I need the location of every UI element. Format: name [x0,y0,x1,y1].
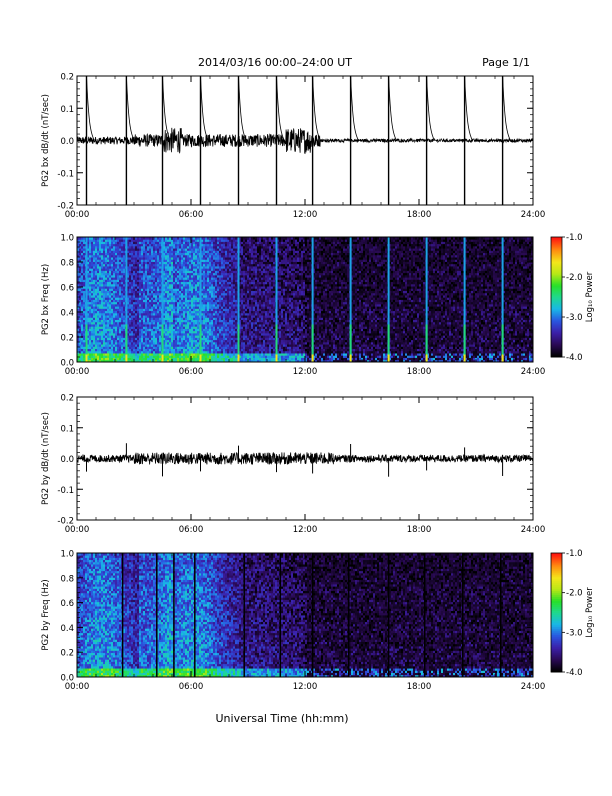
figure-title: 2014/03/16 00:00–24:00 UT [198,56,352,69]
page-number: Page 1/1 [482,56,530,69]
spike-decay-11 [465,76,473,141]
spike-decay-12 [503,76,511,141]
spike-decay-7 [313,76,321,141]
x-tick-label: 12:00 [293,210,318,220]
spike-decay-10 [427,76,435,141]
x-axis-label: Universal Time (hh:mm) [216,712,349,725]
spike-decay-4 [201,76,209,141]
y-tick-label: 0.0 [60,137,74,147]
spike-decay-3 [163,76,171,141]
spike-decay-9 [389,76,397,141]
x-tick-label: 18:00 [407,210,432,220]
spike-decay-8 [351,76,359,141]
x-tick-label: 24:00 [521,210,546,220]
spike-decay-6 [277,76,285,141]
x-tick-label: 00:00 [65,210,90,220]
spike-decay-5 [239,76,247,141]
spike-decay-1 [87,76,95,141]
y-tick-label: 0.2 [60,73,74,83]
x-tick-label: 06:00 [179,210,204,220]
y-tick-label: -0.1 [57,169,74,179]
y-axis-label: PG2 bx dB/dt (nT/sec) [41,94,51,187]
spike-decay-2 [126,76,134,141]
y-tick-label: 0.1 [60,105,74,115]
